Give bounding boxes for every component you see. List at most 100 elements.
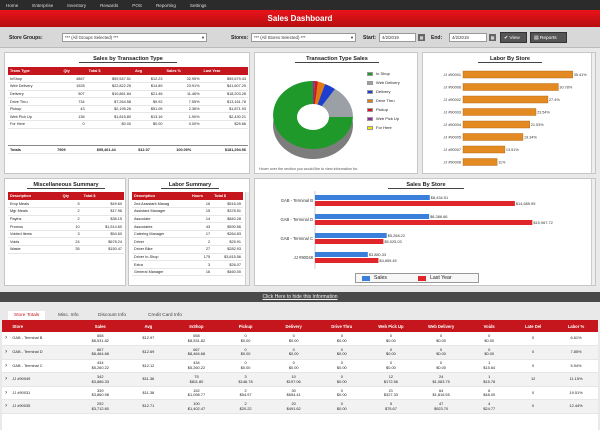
- table-cell: General Manager: [132, 268, 190, 277]
- start-date-input[interactable]: 4/2/2019: [379, 33, 416, 42]
- totals-cell: $95,461.44: [67, 146, 118, 155]
- nav-item-inventory[interactable]: Inventory: [67, 2, 87, 8]
- nav-item-enterprise[interactable]: Enterprise: [32, 2, 54, 8]
- calendar-icon[interactable]: ▦: [489, 34, 496, 41]
- table-cell: 14: [189, 215, 213, 224]
- expand-row-icon[interactable]: ›: [2, 345, 11, 360]
- pie-legend-item-web-pick-up[interactable]: Web Pick Up: [367, 116, 399, 121]
- table-cell: Voided Items: [8, 230, 61, 239]
- column-header-total[interactable]: Total $: [81, 192, 124, 200]
- table-row[interactable]: › JJ #90031 339 $3,860.98 $11.38 152 $1,098.…: [2, 386, 598, 401]
- table-cell: 658 $8,531.82: [75, 332, 126, 347]
- nav-item-rewards[interactable]: Rewards: [100, 2, 119, 8]
- table-row[interactable]: › JJ #90035 292 $3,712.60 $12.71 100 $1,402.…: [2, 399, 598, 415]
- column-header-qty[interactable]: Qty: [61, 67, 87, 75]
- page-title: Sales Dashboard: [0, 10, 600, 27]
- stores-select[interactable]: *** (All Stores Selected) *** ▼: [251, 33, 356, 42]
- table-cell: 12.44%: [554, 399, 598, 415]
- expand-row-icon[interactable]: ›: [2, 372, 11, 387]
- column-header-sales[interactable]: Sales: [75, 320, 126, 332]
- labor-bar[interactable]: [462, 108, 537, 116]
- nav-item-reporting[interactable]: Reporting: [155, 2, 176, 8]
- nav-item-settings[interactable]: Settings: [189, 2, 207, 8]
- sales-bar-sales[interactable]: [315, 233, 387, 238]
- pie-legend-item-in-shop[interactable]: In Shop: [367, 71, 390, 76]
- table-cell: Pickup: [8, 105, 62, 114]
- expand-row-icon[interactable]: ›: [2, 399, 11, 415]
- expand-row-icon[interactable]: ›: [2, 332, 11, 347]
- table-row[interactable]: › GAB - Terminal D 667 $8,464.68 $12.69 667 …: [2, 345, 598, 360]
- table-cell: $378.51: [212, 207, 243, 216]
- column-header-total[interactable]: Total $: [212, 192, 243, 200]
- end-date-input[interactable]: 4/2/2019: [449, 33, 487, 42]
- pie-slice-in-shop[interactable]: [273, 81, 353, 149]
- table-cell: 64 $1,816.55: [416, 386, 467, 401]
- column-header-drive-thru[interactable]: Drive Thru: [317, 320, 366, 332]
- column-header-description[interactable]: Description: [132, 192, 190, 200]
- totals-cell: $12.07: [117, 146, 152, 155]
- column-header-web-delivery[interactable]: Web Delivery: [416, 320, 467, 332]
- column-header-qty[interactable]: Qty: [60, 192, 82, 200]
- column-header-trans-type[interactable]: Trans Type: [8, 67, 62, 75]
- table-row[interactable]: › JJ #90049 342 $3,886.33 $11.36 75 $811.80 3…: [2, 372, 598, 387]
- labor-bar[interactable]: [462, 95, 549, 104]
- labor-scrollbar[interactable]: [591, 53, 595, 173]
- store-groups-select[interactable]: *** (All Groups Selected) *** ▼: [62, 33, 207, 42]
- column-header-store[interactable]: Store: [10, 320, 76, 332]
- column-header-description[interactable]: Description: [8, 192, 61, 200]
- nav-item-pos[interactable]: POS: [132, 2, 142, 8]
- column-header-labor[interactable]: Labor %: [554, 320, 598, 332]
- column-header-total[interactable]: Total $: [86, 67, 133, 75]
- sales-bar-sales[interactable]: [315, 195, 430, 200]
- table-cell: 3 $146.78: [221, 372, 270, 387]
- table-row[interactable]: › GAB - Terminal C 434 $5,260.22 $12.12 434 …: [2, 359, 598, 374]
- labor-bar[interactable]: [462, 120, 530, 129]
- labor-summary-scrollbar[interactable]: [245, 192, 249, 285]
- top-nav: Home Enterprise Inventory Rewards POS Reporti…: [0, 0, 600, 10]
- labor-bar[interactable]: [462, 145, 506, 154]
- sales-bar-last[interactable]: [315, 220, 533, 225]
- tab-misc-info[interactable]: Misc. Info: [58, 313, 79, 318]
- sales-bar-last[interactable]: [315, 258, 379, 263]
- pie-legend-item-pickup[interactable]: Pickup: [367, 107, 388, 112]
- reports-button[interactable]: ▤ Reports: [530, 32, 567, 43]
- labor-bar[interactable]: [462, 70, 573, 79]
- table-cell: 1 $15.78: [466, 372, 513, 387]
- sales-scrollbar[interactable]: [591, 179, 595, 285]
- pie-legend-item-delivery[interactable]: Delivery: [367, 89, 390, 94]
- column-header-last-year[interactable]: Last Year: [201, 67, 248, 75]
- labor-bar[interactable]: [462, 83, 559, 91]
- pie-legend-item-drive-thru[interactable]: Drive Thru: [367, 98, 395, 103]
- view-button[interactable]: ✔ View: [500, 32, 527, 43]
- sales-bar-last[interactable]: [315, 201, 515, 206]
- calendar-icon[interactable]: ▦: [418, 34, 425, 41]
- column-header-pickup[interactable]: Pickup: [221, 320, 270, 332]
- column-header-delivery[interactable]: Delivery: [269, 320, 318, 332]
- column-header-voids[interactable]: Voids: [466, 320, 513, 332]
- tab-credit-card-info[interactable]: Credit Card Info: [148, 313, 182, 318]
- labor-bar[interactable]: [462, 133, 524, 141]
- sales-bar-sales[interactable]: [315, 214, 430, 219]
- transaction-pie-chart[interactable]: [263, 69, 363, 165]
- column-header-inshop[interactable]: InShop: [171, 320, 222, 332]
- column-header-web-pick-up[interactable]: Web Pick Up: [365, 320, 417, 332]
- table-row: Web Delivery 1928 $22,822.25 $14.89 23.91% $4…: [8, 82, 248, 91]
- sales-bar-sales[interactable]: [315, 252, 368, 257]
- pie-legend-item-web-delivery[interactable]: Web Delivery: [367, 80, 400, 85]
- table-row: InShop 4867 $59,547.51 $12.23 32.95% $59,679.…: [8, 75, 248, 84]
- expand-row-icon[interactable]: ›: [2, 386, 11, 401]
- expand-row-icon[interactable]: ›: [2, 359, 11, 374]
- table-cell: 16: [189, 200, 213, 209]
- tab-discount-info[interactable]: Discount Info: [98, 313, 126, 318]
- column-header-avg[interactable]: Avg: [133, 67, 165, 75]
- labor-bar[interactable]: [462, 158, 498, 166]
- hide-info-link[interactable]: Click Here to hide this Information: [0, 292, 600, 302]
- sales-bar-last[interactable]: [315, 239, 384, 244]
- column-header-avg[interactable]: Avg: [125, 320, 172, 332]
- nav-item-home[interactable]: Home: [6, 2, 19, 8]
- column-header-hours[interactable]: Hours: [189, 192, 213, 200]
- pie-legend-item-for-here[interactable]: For Here: [367, 125, 392, 130]
- table-row[interactable]: › GAB - Terminal B 658 $8,531.82 $12.97 658 …: [2, 332, 598, 347]
- column-header-late-del[interactable]: Late Del: [512, 320, 555, 332]
- column-header-sales[interactable]: Sales %: [164, 67, 202, 75]
